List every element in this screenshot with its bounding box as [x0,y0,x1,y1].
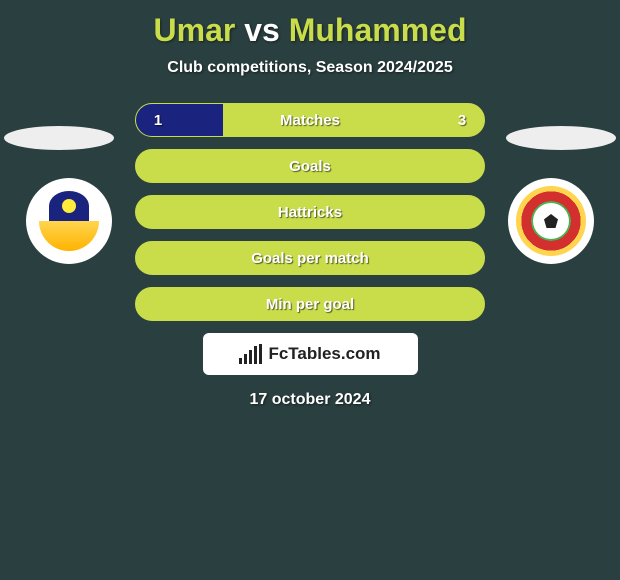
brand-label: FcTables.com [268,344,380,364]
player1-name: Umar [154,12,236,48]
stat-row-goals: Goals [135,149,485,183]
player1-photo-placeholder [4,126,114,150]
stat-row-matches: 1 Matches 3 [135,103,485,137]
stat-label: Goals [136,158,484,175]
crest-icon [516,186,586,256]
subtitle: Club competitions, Season 2024/2025 [0,59,620,77]
brand-box: FcTables.com [203,333,418,375]
player2-name: Muhammed [289,12,467,48]
stat-row-min-per-goal: Min per goal [135,287,485,321]
date-label: 17 october 2024 [0,391,620,409]
stat-row-hattricks: Hattricks [135,195,485,229]
stat-row-goals-per-match: Goals per match [135,241,485,275]
player2-club-crest [508,178,594,264]
stat-label: Min per goal [136,296,484,313]
stat-label: Goals per match [136,250,484,267]
stat-label: Matches [136,112,484,129]
page-title: Umar vs Muhammed [0,0,620,49]
player1-club-crest [26,178,112,264]
stat-label: Hattricks [136,204,484,221]
crest-icon [39,191,99,251]
vs-label: vs [244,12,280,48]
player2-photo-placeholder [506,126,616,150]
bars-icon [239,344,262,364]
